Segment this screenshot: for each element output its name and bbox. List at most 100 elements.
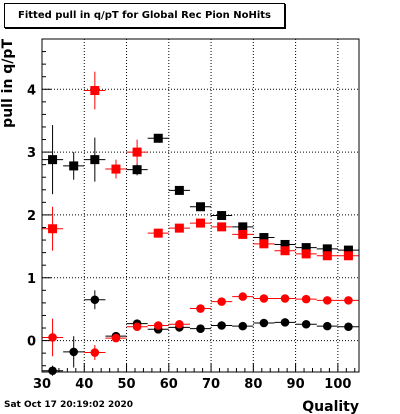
circle-marker (259, 294, 269, 303)
circle-marker (48, 333, 57, 342)
square-marker (69, 161, 79, 171)
square-marker (196, 202, 205, 212)
circle-marker (323, 321, 332, 331)
data-point (63, 336, 85, 368)
data-point (42, 365, 64, 376)
data-point (253, 239, 275, 249)
data-point (126, 139, 148, 165)
tick-labels: 30 40 50 60 70 80 90 100 0 1 2 3 4 (27, 83, 351, 392)
square-marker (174, 223, 184, 233)
square-marker (343, 251, 353, 261)
x-tick-label: 90 (287, 377, 305, 392)
x-tick-label: 70 (202, 377, 220, 392)
grid-lines (41, 39, 359, 372)
square-marker (322, 244, 332, 254)
data-point (211, 211, 233, 221)
square-marker (153, 133, 163, 143)
circle-marker (48, 366, 57, 376)
data-point (63, 152, 85, 180)
data-point (147, 133, 169, 143)
square-marker (280, 239, 290, 249)
data-point (337, 322, 359, 332)
x-tick-label: 50 (117, 377, 135, 392)
square-marker (90, 86, 100, 96)
data-point (211, 222, 233, 232)
data-point (126, 164, 148, 176)
data-point (189, 202, 212, 212)
circle-marker (196, 324, 205, 333)
square-marker (259, 239, 269, 249)
data-point (189, 218, 212, 228)
plot-frame (41, 38, 360, 373)
circle-marker (69, 347, 78, 357)
data-point (295, 294, 317, 304)
data-point (211, 321, 233, 330)
square-marker (132, 147, 142, 157)
circle-marker (217, 321, 226, 330)
data-point (105, 333, 127, 343)
circle-marker (280, 294, 290, 303)
data-point (42, 318, 64, 357)
circle-marker (238, 321, 248, 331)
data-point (295, 249, 317, 259)
timestamp: Sat Oct 17 20:19:02 2020 (4, 400, 134, 410)
data-point (274, 246, 296, 256)
data-point (295, 319, 317, 329)
square-marker (48, 155, 58, 165)
data-point (42, 206, 64, 251)
data-point (295, 243, 317, 253)
axis-ticks (41, 38, 356, 372)
data-point (316, 244, 338, 254)
data-point (168, 185, 190, 195)
data-markers (42, 71, 359, 376)
data-point (105, 159, 127, 179)
circle-marker (280, 318, 290, 327)
data-point (189, 324, 212, 333)
circle-marker (175, 319, 184, 329)
circle-marker (344, 296, 353, 305)
square-marker (48, 224, 58, 234)
square-marker (322, 251, 332, 261)
square-marker (111, 164, 121, 174)
data-point (253, 233, 275, 243)
data-point (211, 297, 233, 306)
data-point (337, 245, 359, 255)
circle-marker (259, 318, 269, 328)
data-point (316, 321, 338, 331)
data-point (316, 251, 338, 261)
square-marker (259, 233, 269, 243)
y-tick-label: 0 (27, 335, 36, 350)
square-marker (196, 218, 205, 228)
circle-marker (90, 295, 100, 305)
data-point (168, 223, 190, 233)
square-marker (217, 211, 227, 221)
data-point (147, 228, 169, 238)
y-tick-label: 4 (27, 83, 36, 98)
circle-marker (90, 348, 100, 357)
chart-title: Fitted pull in q/pT for Global Rec Pion … (4, 3, 285, 28)
circle-marker (153, 321, 163, 330)
data-point (126, 322, 148, 332)
x-axis-label: Quality (302, 399, 359, 414)
data-point (337, 251, 359, 261)
data-point (337, 296, 359, 305)
data-point (274, 239, 296, 249)
circle-marker (238, 292, 248, 301)
data-point (84, 71, 106, 110)
data-point (232, 229, 254, 239)
data-point (232, 321, 254, 331)
square-marker (174, 185, 184, 195)
data-point (274, 294, 296, 303)
data-point (316, 296, 338, 305)
data-point (147, 321, 169, 330)
circle-marker (301, 319, 311, 329)
x-tick-label: 40 (75, 377, 93, 392)
square-marker (132, 165, 142, 175)
circle-marker (132, 322, 142, 332)
x-tick-label: 30 (33, 377, 51, 392)
square-marker (301, 249, 311, 259)
data-point (274, 318, 296, 327)
data-point (232, 222, 254, 232)
x-tick-label: 60 (160, 377, 178, 392)
